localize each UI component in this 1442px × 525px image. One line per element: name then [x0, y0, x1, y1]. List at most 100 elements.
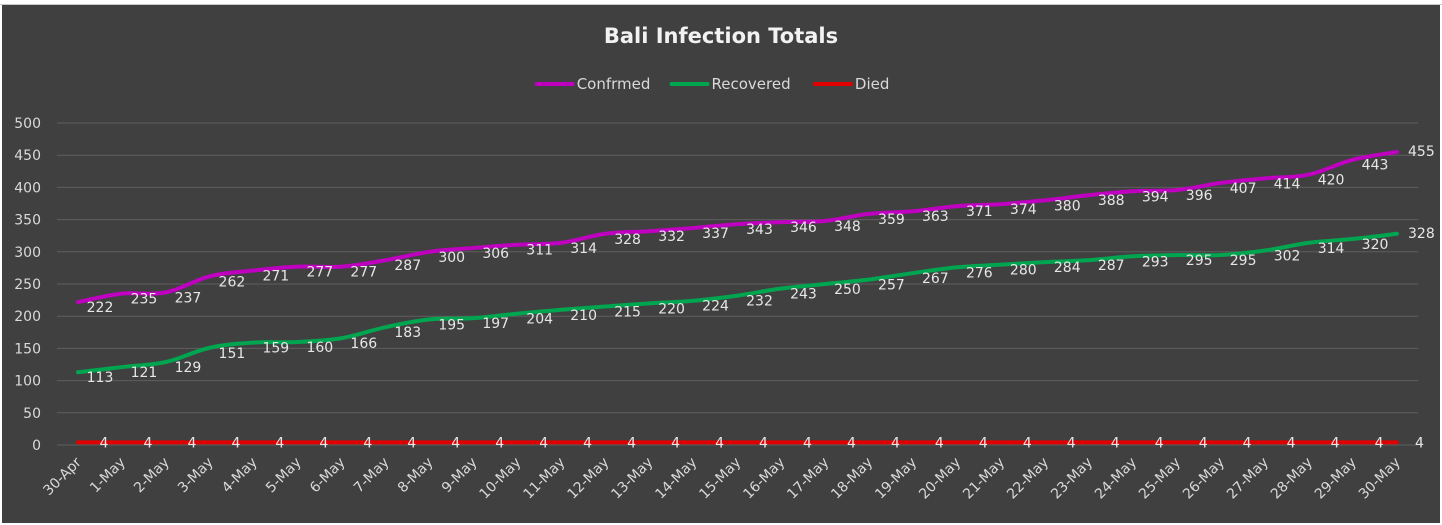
x-tick-label: 20-May [916, 455, 964, 503]
legend-label-died[interactable]: Died [855, 75, 889, 93]
y-tick-label: 400 [14, 180, 41, 196]
x-tick-label: 30-Apr [40, 454, 85, 499]
x-tick-label: 1-May [87, 455, 129, 497]
gridlines [57, 122, 1418, 446]
data-label-died: 4 [1111, 435, 1120, 451]
data-label-recovered: 243 [790, 287, 817, 303]
x-tick-label: 26-May [1180, 455, 1228, 503]
x-tick-label: 27-May [1224, 455, 1272, 503]
x-tick-label: 3-May [175, 455, 217, 497]
x-tick-label: 14-May [652, 455, 700, 503]
data-label-confrmed: 222 [87, 300, 114, 316]
data-label-died: 4 [1331, 435, 1340, 451]
data-label-recovered: 257 [878, 277, 905, 293]
data-label-recovered: 210 [570, 308, 597, 324]
data-label-died: 4 [1287, 435, 1296, 451]
y-axis: 0 50 100 150 200 250 300 350 400 450 500 [14, 116, 41, 454]
x-tick-label: 10-May [477, 455, 525, 503]
data-label-died: 4 [891, 435, 900, 451]
data-label-died: 4 [1067, 435, 1076, 451]
data-label-recovered: 232 [746, 294, 773, 310]
x-tick-label: 7-May [351, 455, 393, 497]
data-label-recovered: 129 [175, 360, 202, 376]
x-tick-label: 23-May [1048, 455, 1096, 503]
data-label-confrmed: 337 [702, 226, 729, 242]
data-label-confrmed: 343 [746, 222, 773, 238]
x-tick-label: 12-May [564, 455, 612, 503]
data-label-recovered: 215 [614, 305, 641, 321]
data-label-died: 4 [759, 435, 768, 451]
data-label-died: 4 [187, 435, 196, 451]
data-label-died: 4 [1415, 435, 1424, 451]
x-tick-label: 18-May [828, 455, 876, 503]
data-label-died: 4 [979, 435, 988, 451]
data-label-recovered: 295 [1230, 253, 1257, 269]
data-label-died: 4 [715, 435, 724, 451]
x-tick-label: 24-May [1092, 455, 1140, 503]
y-tick-label: 100 [14, 374, 41, 390]
data-label-confrmed: 443 [1362, 158, 1389, 174]
data-label-died: 4 [100, 435, 109, 451]
data-label-died: 4 [627, 435, 636, 451]
y-tick-label: 500 [14, 116, 41, 132]
data-label-died: 4 [1375, 435, 1384, 451]
x-tick-label: 5-May [263, 455, 305, 497]
data-label-died: 4 [451, 435, 460, 451]
data-label-recovered: 204 [526, 312, 553, 328]
data-labels: 222 235 237 262 271 277 277 287 300 306 311 314 328 3… [87, 144, 1435, 451]
x-tick-label: 21-May [960, 455, 1008, 503]
data-label-recovered: 183 [394, 325, 421, 341]
data-label-confrmed: 277 [306, 265, 333, 281]
data-label-died: 4 [1023, 435, 1032, 451]
x-tick-label: 9-May [439, 455, 481, 497]
y-tick-label: 200 [14, 309, 41, 325]
data-label-died: 4 [1199, 435, 1208, 451]
data-label-recovered: 160 [306, 340, 333, 356]
y-tick-label: 50 [23, 406, 41, 422]
data-label-confrmed: 414 [1274, 176, 1301, 192]
data-label-confrmed: 311 [526, 243, 553, 259]
chart-area[interactable]: Bali Infection Totals Confrmed Recovered D… [2, 5, 1440, 523]
series-line-confrmed[interactable] [76, 149, 1399, 305]
data-label-confrmed: 328 [614, 232, 641, 248]
data-label-died: 4 [495, 435, 504, 451]
data-label-recovered: 280 [1010, 263, 1037, 279]
data-label-died: 4 [935, 435, 944, 451]
data-label-died: 4 [363, 435, 372, 451]
series-lines [76, 149, 1399, 445]
data-label-recovered: 314 [1318, 241, 1345, 257]
x-tick-label: 6-May [307, 455, 349, 497]
legend-label-confrmed[interactable]: Confrmed [577, 75, 651, 93]
data-label-confrmed: 348 [834, 219, 861, 235]
data-label-recovered: 284 [1054, 260, 1081, 276]
x-tick-label: 4-May [219, 455, 261, 497]
x-tick-label: 11-May [521, 455, 569, 503]
data-label-recovered: 287 [1098, 258, 1125, 274]
data-label-died: 4 [144, 435, 153, 451]
data-label-confrmed: 396 [1186, 188, 1213, 204]
y-tick-label: 300 [14, 245, 41, 261]
x-tick-label: 25-May [1136, 455, 1184, 503]
x-tick-label: 19-May [872, 455, 920, 503]
data-label-confrmed: 374 [1010, 202, 1037, 218]
line-chart: Bali Infection Totals Confrmed Recovered D… [14, 24, 1435, 503]
data-label-confrmed: 394 [1142, 189, 1169, 205]
y-tick-label: 450 [14, 148, 41, 164]
data-label-died: 4 [231, 435, 240, 451]
x-tick-label: 30-May [1356, 455, 1404, 503]
data-label-confrmed: 314 [570, 241, 597, 257]
data-label-confrmed: 277 [350, 265, 377, 281]
data-label-confrmed: 380 [1054, 198, 1081, 214]
chart-title: Bali Infection Totals [604, 24, 838, 48]
data-label-died: 4 [539, 435, 548, 451]
data-label-confrmed: 271 [262, 268, 289, 284]
chart-legend[interactable]: Confrmed Recovered Died [534, 75, 890, 93]
data-label-recovered: 197 [482, 316, 509, 332]
data-label-recovered: 302 [1274, 249, 1301, 265]
series-line-recovered[interactable] [76, 231, 1399, 375]
data-label-confrmed: 388 [1098, 193, 1125, 209]
data-label-recovered: 195 [438, 317, 465, 333]
legend-label-recovered[interactable]: Recovered [712, 75, 791, 93]
data-label-died: 4 [1155, 435, 1164, 451]
y-tick-label: 350 [14, 213, 41, 229]
